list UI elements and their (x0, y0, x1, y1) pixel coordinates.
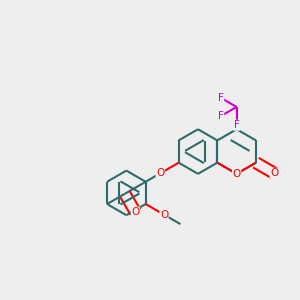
Text: F: F (234, 120, 239, 130)
Text: O: O (131, 207, 140, 217)
Text: O: O (270, 168, 278, 178)
Text: O: O (156, 168, 164, 178)
Text: F: F (218, 111, 224, 121)
Text: F: F (218, 93, 224, 103)
Text: O: O (232, 169, 241, 179)
Text: O: O (160, 210, 168, 220)
